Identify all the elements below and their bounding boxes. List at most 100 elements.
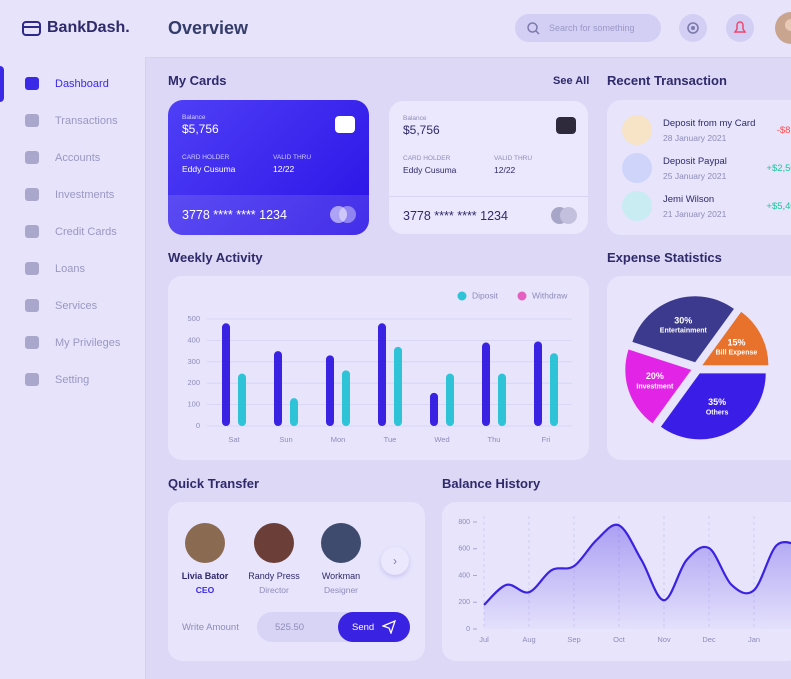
slice-value: 30% bbox=[674, 315, 692, 325]
person-role: Director bbox=[259, 585, 289, 595]
search-icon bbox=[527, 22, 540, 35]
nav-item[interactable]: My Privileges bbox=[0, 332, 145, 354]
chip bbox=[335, 116, 355, 133]
transaction-amount: +$2,500 bbox=[766, 163, 791, 174]
person-name: Workman bbox=[321, 571, 361, 581]
see-all-link[interactable]: See All bbox=[553, 75, 590, 87]
nav-label: Setting bbox=[55, 374, 90, 386]
send-button[interactable]: Send bbox=[338, 612, 410, 642]
nav-label: Investments bbox=[55, 189, 115, 201]
legend-swatch bbox=[457, 291, 467, 301]
bar bbox=[498, 373, 506, 426]
person-role: CEO bbox=[195, 585, 215, 595]
send-icon bbox=[381, 619, 397, 635]
x-tick-label: Sat bbox=[228, 435, 240, 444]
balance-label: Balance bbox=[182, 114, 206, 121]
person-avatar[interactable] bbox=[185, 523, 225, 563]
card-number: 3778 **** **** 1234 bbox=[182, 208, 287, 222]
x-tick-label: Nov bbox=[657, 635, 671, 644]
nav-icon bbox=[25, 336, 39, 349]
amount-value: 525.50 bbox=[275, 622, 305, 633]
y-tick-label: 0 bbox=[196, 421, 200, 430]
bar bbox=[290, 398, 298, 426]
bar bbox=[430, 392, 438, 426]
nav-label: Dashboard bbox=[55, 78, 109, 90]
card-footer bbox=[389, 196, 588, 234]
section-title: Expense Statistics bbox=[607, 250, 722, 265]
nav-icon bbox=[25, 299, 39, 312]
transaction-icon bbox=[622, 115, 652, 145]
search-placeholder: Search for something bbox=[549, 23, 635, 33]
section-title: My Cards bbox=[168, 73, 227, 88]
person-avatar[interactable] bbox=[321, 523, 361, 563]
y-tick-label: 800 bbox=[458, 519, 470, 526]
nav-icon bbox=[25, 373, 39, 386]
transaction-title: Jemi Wilson bbox=[663, 194, 715, 205]
valid: 12/22 bbox=[273, 164, 295, 174]
card-number: 3778 **** **** 1234 bbox=[403, 209, 508, 223]
x-tick-label: Mon bbox=[331, 435, 346, 444]
pie-slice bbox=[625, 349, 692, 424]
nav-item[interactable]: Loans bbox=[0, 258, 145, 280]
nav-item[interactable]: Dashboard bbox=[0, 66, 145, 102]
pie-slice bbox=[632, 296, 734, 363]
x-tick-label: Aug bbox=[522, 635, 535, 644]
nav-label: Services bbox=[55, 300, 98, 312]
x-tick-label: Wed bbox=[434, 435, 449, 444]
y-tick-label: 600 bbox=[458, 546, 470, 553]
x-tick-label: Jul bbox=[479, 635, 489, 644]
holder-label: CARD HOLDER bbox=[403, 155, 451, 162]
search-box[interactable]: Search for something bbox=[515, 14, 661, 42]
person-avatar[interactable] bbox=[254, 523, 294, 563]
bar bbox=[274, 351, 282, 426]
slice-label: Investment bbox=[636, 384, 674, 391]
notifications-button[interactable] bbox=[726, 14, 754, 42]
nav-item[interactable]: Accounts bbox=[0, 147, 145, 169]
y-tick-label: 200 bbox=[458, 599, 470, 606]
card-logo bbox=[339, 206, 356, 223]
nav-item[interactable]: Transactions bbox=[0, 110, 145, 132]
amount-input[interactable]: 525.50 Send bbox=[257, 612, 410, 642]
page-title: Overview bbox=[168, 18, 249, 38]
slice-label: Others bbox=[706, 409, 729, 416]
bar bbox=[342, 370, 350, 426]
nav-icon bbox=[25, 188, 39, 201]
nav-label: Accounts bbox=[55, 152, 101, 164]
nav-item[interactable]: Services bbox=[0, 295, 145, 317]
nav-icon bbox=[25, 225, 39, 238]
y-tick-label: 500 bbox=[187, 314, 200, 323]
transaction-title: Deposit Paypal bbox=[663, 156, 727, 167]
card: Balance $5,756 CARD HOLDER Eddy Cusuma VALID… bbox=[388, 100, 589, 235]
x-tick-label: Tue bbox=[384, 435, 397, 444]
y-tick-label: 200 bbox=[187, 378, 200, 387]
person-name: Randy Press bbox=[248, 571, 300, 581]
section-title: Weekly Activity bbox=[168, 250, 263, 265]
active-indicator bbox=[0, 66, 4, 102]
bar bbox=[326, 355, 334, 426]
settings-button[interactable] bbox=[679, 14, 707, 42]
next-button[interactable]: › bbox=[381, 547, 409, 575]
person-name: Livia Bator bbox=[181, 571, 229, 581]
x-tick-label: Fri bbox=[542, 435, 551, 444]
nav-icon bbox=[25, 151, 39, 164]
user-avatar[interactable] bbox=[774, 11, 791, 45]
pie-slice bbox=[702, 311, 769, 366]
x-tick-label: Sun bbox=[279, 435, 292, 444]
nav-item[interactable]: Investments bbox=[0, 184, 145, 206]
bar bbox=[550, 353, 558, 426]
nav-item[interactable]: Credit Cards bbox=[0, 221, 145, 243]
y-tick-label: 400 bbox=[458, 572, 470, 579]
slice-label: Entertainment bbox=[660, 328, 708, 335]
chip bbox=[556, 117, 576, 134]
transaction-amount: -$850 bbox=[776, 125, 791, 136]
x-tick-label: Sep bbox=[567, 635, 580, 644]
holder: Eddy Cusuma bbox=[403, 165, 457, 175]
y-tick-label: 100 bbox=[187, 400, 200, 409]
legend-label: Withdraw bbox=[532, 290, 568, 300]
nav-item[interactable]: Setting bbox=[0, 369, 145, 391]
transaction-icon bbox=[622, 153, 652, 183]
legend-swatch bbox=[517, 291, 527, 301]
nav-label: Loans bbox=[55, 263, 85, 275]
transaction-date: 25 January 2021 bbox=[663, 171, 727, 181]
